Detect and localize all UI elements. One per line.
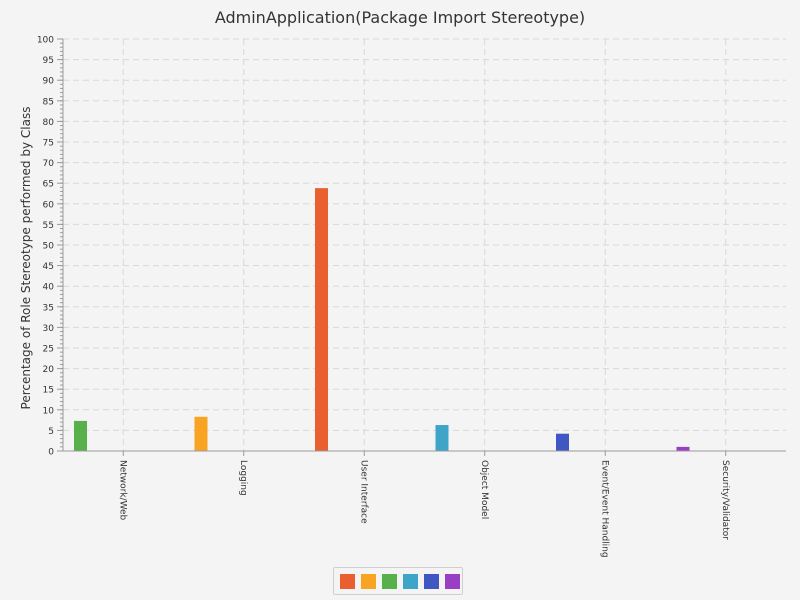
y-tick-label: 20 [43,365,55,375]
x-tick-label: Event/Event Handling [599,460,609,558]
bar [676,446,690,451]
y-tick-label: 80 [43,118,55,128]
bars [74,188,690,452]
y-tick-label: 90 [43,77,55,87]
y-tick-label: 15 [43,386,54,396]
x-tick-label: Object Model [479,460,489,519]
bar [315,188,328,452]
y-tick-label: 25 [43,345,54,355]
y-tick-label: 50 [43,242,55,252]
legend-swatch [403,574,418,589]
legend-swatch [424,574,439,589]
y-tick-label: 60 [43,200,55,210]
legend-swatch [340,574,355,589]
bar [194,416,208,451]
y-axis-label: Percentage of Role Stereotype performed … [19,107,33,410]
y-tick-label: 75 [43,139,54,149]
y-tick-label: 40 [43,283,55,293]
x-tick-label: Logging [238,460,248,496]
y-axis: 0 5 10 15 20 25 30 35 40 45 50 55 60 65 70 75 80 85 90 95 10… [37,36,64,458]
y-tick-label: 85 [43,97,54,107]
bar [74,420,87,451]
x-tick-label: Network/Web [117,460,127,521]
bar [556,433,569,451]
legend-swatch [361,574,376,589]
x-tick-label: User Interface [358,460,368,524]
y-tick-label: 55 [43,221,54,231]
y-tick-label: 45 [43,262,54,272]
y-tick-label: 95 [43,56,54,66]
legend [333,567,463,595]
legend-swatch [382,574,397,589]
y-tick-label: 35 [43,303,54,313]
chart-title: AdminApplication(Package Import Stereoty… [215,8,585,27]
bar [435,425,449,451]
y-tick-label: 100 [37,36,54,46]
x-axis: Network/Web Logging User Interface Object M… [63,450,786,558]
y-tick-label: 0 [48,448,54,458]
y-tick-label: 30 [43,324,55,334]
y-tick-label: 5 [48,427,54,437]
y-tick-label: 70 [43,159,55,169]
x-tick-label: Security/Validator [720,460,730,540]
y-tick-label: 10 [43,406,55,416]
y-tick-label: 65 [43,180,54,190]
legend-swatch [445,574,460,589]
grid-lines [63,38,786,451]
